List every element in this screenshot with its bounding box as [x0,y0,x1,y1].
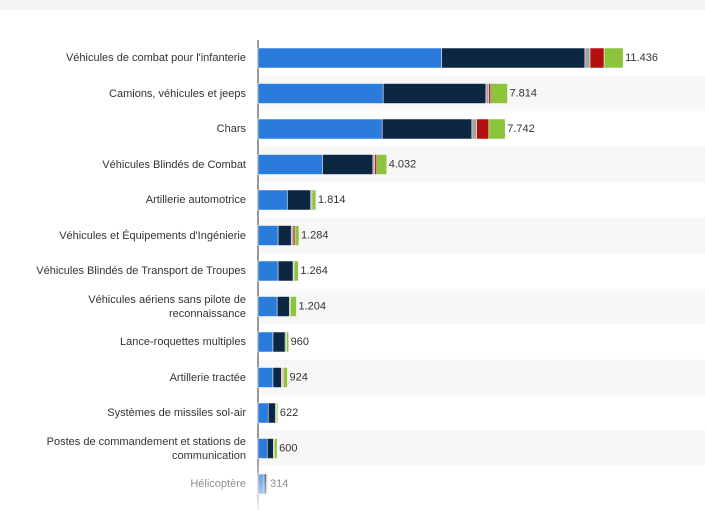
total-label: 4.032 [389,158,417,170]
row-band [258,217,705,254]
bar-segment [257,367,274,388]
bar-segment [490,83,508,104]
bar-segment [488,83,492,104]
bar-segment [277,260,294,282]
row-band [258,359,705,396]
bar-segment [603,47,624,69]
bar-segment [589,47,605,69]
category-label: Artillerie automotrice [145,194,246,206]
bar-segment [257,473,265,495]
bar-segment [257,296,278,317]
total-label: 622 [280,407,298,419]
bar-segment [289,296,297,317]
bar-segment [283,367,288,388]
bar-segment [584,47,591,69]
bar-segment [374,154,378,175]
bar-segment [272,367,282,388]
bar-segment [382,83,487,104]
bar-segment [471,118,477,140]
total-label: 1.284 [301,229,329,241]
bar-segment [257,118,383,140]
bar-segment [293,260,299,282]
total-label: 600 [279,442,297,454]
bar-segment [276,402,279,424]
bar-segment [322,154,374,175]
category-label: Véhicules aériens sans pilote de reconna… [88,293,246,320]
category-label: Artillerie tractée [169,371,246,384]
bar-segment [294,225,300,246]
bar-segment [292,225,296,246]
bar-segment [311,189,317,211]
top-strip [0,0,705,10]
bar-segment [372,154,376,175]
bar-segment [257,331,274,353]
bar-segment [277,225,292,246]
category-label: Véhicules de combat pour l'infanterie [65,52,246,64]
category-label: Lance-roquettes multiples [120,336,246,348]
total-label: 314 [270,478,288,490]
bar-segment [476,118,490,140]
bar-segment [290,225,294,246]
bar-segment [257,260,279,282]
bar-segment [257,154,323,175]
bar-segment [272,331,286,353]
bar-segment [376,154,387,175]
category-label: Camions, véhicules et jeeps [109,87,246,100]
bar-segment [257,189,288,211]
category-label: Postes de commandement et stations de co… [46,435,246,462]
category-label: Véhicules et Équipements d'Ingénierie [59,229,246,242]
total-label: 11.436 [625,52,658,64]
category-label: Véhicules Blindés de Transport de Troupe… [36,265,246,277]
row-band [258,288,705,325]
bar-segment [257,47,442,69]
total-label: 1.814 [318,194,346,206]
bar-segment [441,47,586,69]
total-label: 1.204 [298,300,326,312]
total-label: 1.264 [300,265,328,277]
bar-segment [267,473,269,495]
bar-segment [274,438,278,459]
bar-segment [381,118,473,140]
bar-segment [287,189,311,211]
category-label: Hélicoptère [190,478,246,490]
total-label: 960 [291,336,309,348]
bar-segment [257,402,269,424]
bar-segment [263,473,267,495]
bar-segment [267,402,276,424]
bar-segment [257,225,279,246]
bar-segment [257,83,384,104]
bar-segment [485,83,490,104]
total-label: 7.814 [509,87,537,99]
row-band [258,430,705,467]
bar-segment [276,296,290,317]
category-label: Systèmes de missiles sol-air [107,407,246,419]
category-label: Véhicules Blindés de Combat [102,158,246,171]
bar-segment [286,331,289,353]
category-label: Chars [216,123,246,135]
total-label: 924 [290,371,308,383]
bar-segment [488,118,506,140]
total-label: 7.742 [507,123,535,135]
bar-segment [267,438,274,459]
bar-segment [257,438,268,459]
